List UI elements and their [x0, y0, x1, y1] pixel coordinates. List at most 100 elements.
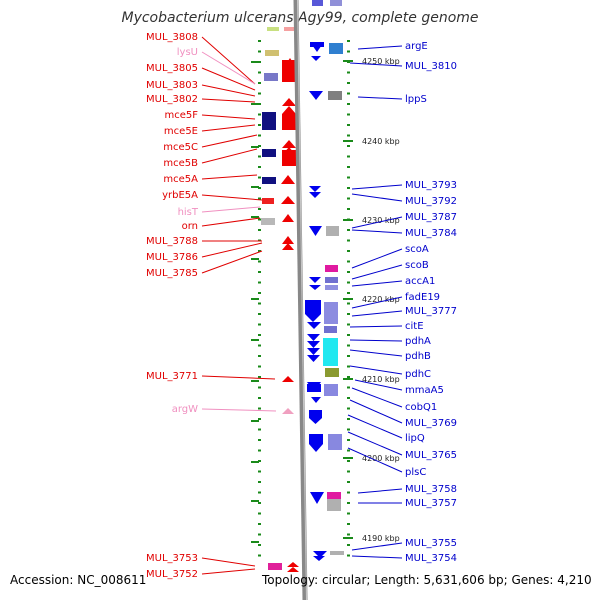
tick-mark-left — [258, 187, 261, 189]
left-gene-label[interactable]: MUL_3802 — [146, 94, 198, 105]
right-gene-label[interactable]: MUL_3765 — [405, 450, 457, 461]
right-gene-label[interactable]: MUL_3792 — [405, 196, 457, 207]
left-gene-label[interactable]: MUL_3753 — [146, 553, 198, 564]
left-gene-label[interactable]: MUL_3805 — [146, 63, 198, 74]
tick-mark-right — [347, 502, 350, 504]
tick-mark-right — [347, 103, 350, 105]
left-gene-label[interactable]: mce5F — [164, 110, 198, 121]
right-gene-label[interactable]: MUL_3793 — [405, 180, 457, 191]
left-gene-label[interactable]: MUL_3788 — [146, 236, 198, 247]
tick-mark-right — [347, 260, 350, 263]
left-gene-label[interactable]: MUL_3803 — [146, 80, 198, 91]
left-gene-label[interactable]: yrbE5A — [162, 190, 198, 201]
kbp-label: 4210 kbp — [362, 375, 400, 384]
left-gene-label[interactable]: hisT — [178, 207, 199, 218]
right-gene-label[interactable]: plsC — [405, 467, 426, 478]
gene-arrow-reverse — [309, 91, 323, 100]
tick-mark-right — [347, 407, 350, 410]
tick-mark-right — [347, 239, 350, 242]
right-gene-label[interactable]: MUL_3777 — [405, 306, 457, 317]
right-gene-label[interactable]: citE — [405, 321, 424, 332]
right-gene-label[interactable]: pdhC — [405, 369, 431, 380]
right-gene-label[interactable]: scoB — [405, 260, 429, 271]
gene-box — [309, 410, 322, 418]
right-gene-leader — [357, 45, 403, 50]
right-gene-label[interactable]: MUL_3784 — [405, 228, 457, 239]
left-gene-label[interactable]: lysU — [177, 47, 198, 58]
right-gene-label[interactable]: MUL_3755 — [405, 538, 457, 549]
tick-mark-left — [258, 449, 261, 452]
left-gene-leader — [201, 217, 261, 227]
left-gene-label[interactable]: mce5C — [163, 142, 198, 153]
right-gene-label[interactable]: argE — [405, 41, 428, 52]
left-gene-label[interactable]: MUL_3771 — [146, 371, 198, 382]
tick-mark-right — [347, 334, 350, 336]
right-gene-label[interactable]: lppS — [405, 94, 427, 105]
gene-box — [328, 91, 342, 100]
tick-mark-left — [258, 554, 261, 557]
gene-box — [330, 551, 344, 555]
tick-mark-right — [347, 418, 350, 420]
gene-arrow-reverse — [307, 322, 321, 329]
left-gene-label[interactable]: MUL_3752 — [146, 569, 198, 580]
right-gene-label[interactable]: MUL_3769 — [405, 418, 457, 429]
right-gene-label[interactable]: scoA — [405, 244, 429, 255]
gene-arrow-reverse — [310, 492, 324, 504]
right-gene-leader — [347, 414, 403, 439]
right-gene-label[interactable]: mmaA5 — [405, 385, 444, 396]
kbp-label: 4250 kbp — [362, 57, 400, 66]
right-gene-label[interactable]: accA1 — [405, 276, 435, 287]
right-gene-label[interactable]: MUL_3754 — [405, 553, 457, 564]
left-gene-leader — [201, 557, 256, 567]
right-gene-label[interactable]: lipQ — [405, 433, 425, 444]
right-gene-label[interactable]: pdhA — [405, 336, 431, 347]
tick-mark-left — [258, 208, 261, 210]
right-gene-label[interactable]: MUL_3758 — [405, 484, 457, 495]
right-gene-label[interactable]: pdhB — [405, 351, 431, 362]
right-gene-leader — [349, 349, 403, 357]
tick-mark-right — [347, 250, 350, 252]
kbp-label: 4230 kbp — [362, 216, 400, 225]
right-gene-label[interactable]: fadE19 — [405, 292, 440, 303]
tick-mark-left — [258, 323, 261, 326]
gene-box — [264, 73, 278, 81]
left-gene-leader — [201, 408, 277, 412]
tick-mark-right — [347, 386, 350, 389]
left-gene-label[interactable]: MUL_3786 — [146, 252, 198, 263]
left-gene-label[interactable]: orn — [182, 221, 198, 232]
right-gene-label[interactable]: cobQ1 — [405, 402, 437, 413]
gene-box — [323, 338, 338, 366]
gene-arrow-forward — [282, 106, 296, 114]
right-gene-label[interactable]: MUL_3810 — [405, 61, 457, 72]
left-gene-leader — [201, 124, 256, 132]
right-gene-label[interactable]: MUL_3757 — [405, 498, 457, 509]
left-gene-label[interactable]: mce5B — [163, 158, 198, 169]
gene-box — [330, 0, 342, 6]
tick-mark-left — [258, 460, 261, 462]
gene-arrow-forward — [287, 562, 299, 567]
right-gene-leader — [351, 387, 403, 408]
tick-mark-right — [347, 50, 350, 53]
gene-box — [262, 112, 276, 130]
left-gene-label[interactable]: MUL_3808 — [146, 32, 198, 43]
right-gene-labels: argE MUL_3810 lppS MUL_3793 MUL_3792 MUL_3787… — [347, 41, 457, 564]
tick-mark-right — [347, 449, 350, 452]
gene-arrow-reverse — [309, 226, 322, 236]
gene-box — [328, 434, 342, 450]
major-tick-left — [251, 258, 259, 260]
tick-mark-left — [258, 103, 261, 105]
tick-mark-left — [258, 281, 261, 284]
major-tick-right — [343, 60, 353, 62]
tick-mark-right — [347, 281, 350, 284]
major-tick-left — [251, 500, 259, 502]
left-gene-leader — [201, 67, 256, 91]
gene-box — [262, 149, 276, 157]
left-gene-label[interactable]: mce5E — [164, 126, 198, 137]
gene-arrow-reverse — [309, 285, 321, 290]
tick-mark-right — [347, 208, 350, 210]
gene-arrow-forward — [281, 175, 295, 184]
left-gene-label[interactable]: mce5A — [163, 174, 198, 185]
left-gene-label[interactable]: argW — [172, 404, 198, 415]
right-gene-label[interactable]: MUL_3787 — [405, 212, 457, 223]
left-gene-label[interactable]: MUL_3785 — [146, 268, 198, 279]
